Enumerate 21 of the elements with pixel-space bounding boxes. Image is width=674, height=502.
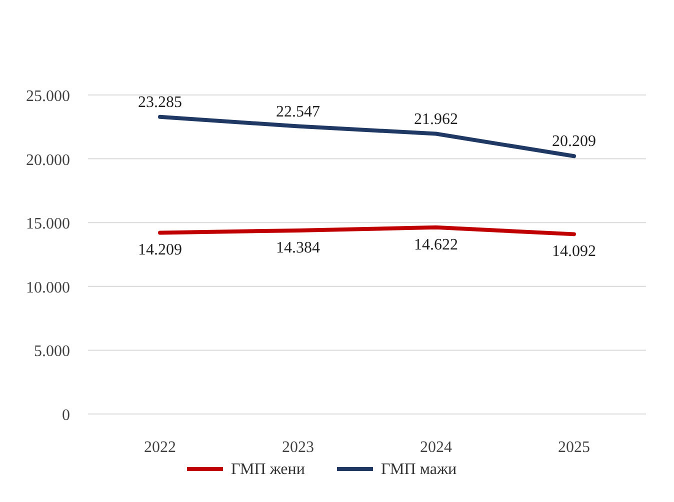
y-tick-label: 15.000	[26, 216, 70, 233]
x-tick-label: 2023	[282, 439, 314, 456]
y-tick-label: 25.000	[26, 88, 70, 105]
data-label: 21.962	[414, 110, 458, 128]
legend-label: ГМП мажи	[381, 461, 457, 478]
data-label: 14.622	[414, 236, 458, 254]
x-tick-label: 2024	[420, 439, 452, 456]
data-label: 14.209	[138, 242, 182, 259]
data-label: 23.285	[138, 94, 182, 111]
y-tick-label: 10.000	[26, 279, 70, 296]
data-label: 14.384	[276, 239, 320, 256]
x-tick-label: 2022	[144, 439, 176, 456]
y-tick-label: 0	[62, 407, 70, 424]
x-tick-label: 2025	[558, 439, 590, 456]
line-series	[158, 225, 576, 236]
legend-label: ГМП жени	[231, 461, 306, 478]
y-tick-label: 20.000	[26, 152, 70, 169]
data-label: 14.092	[552, 243, 596, 260]
data-label: 20.209	[552, 133, 596, 150]
y-tick-label: 5.000	[34, 343, 70, 360]
data-label: 22.547	[276, 103, 320, 120]
